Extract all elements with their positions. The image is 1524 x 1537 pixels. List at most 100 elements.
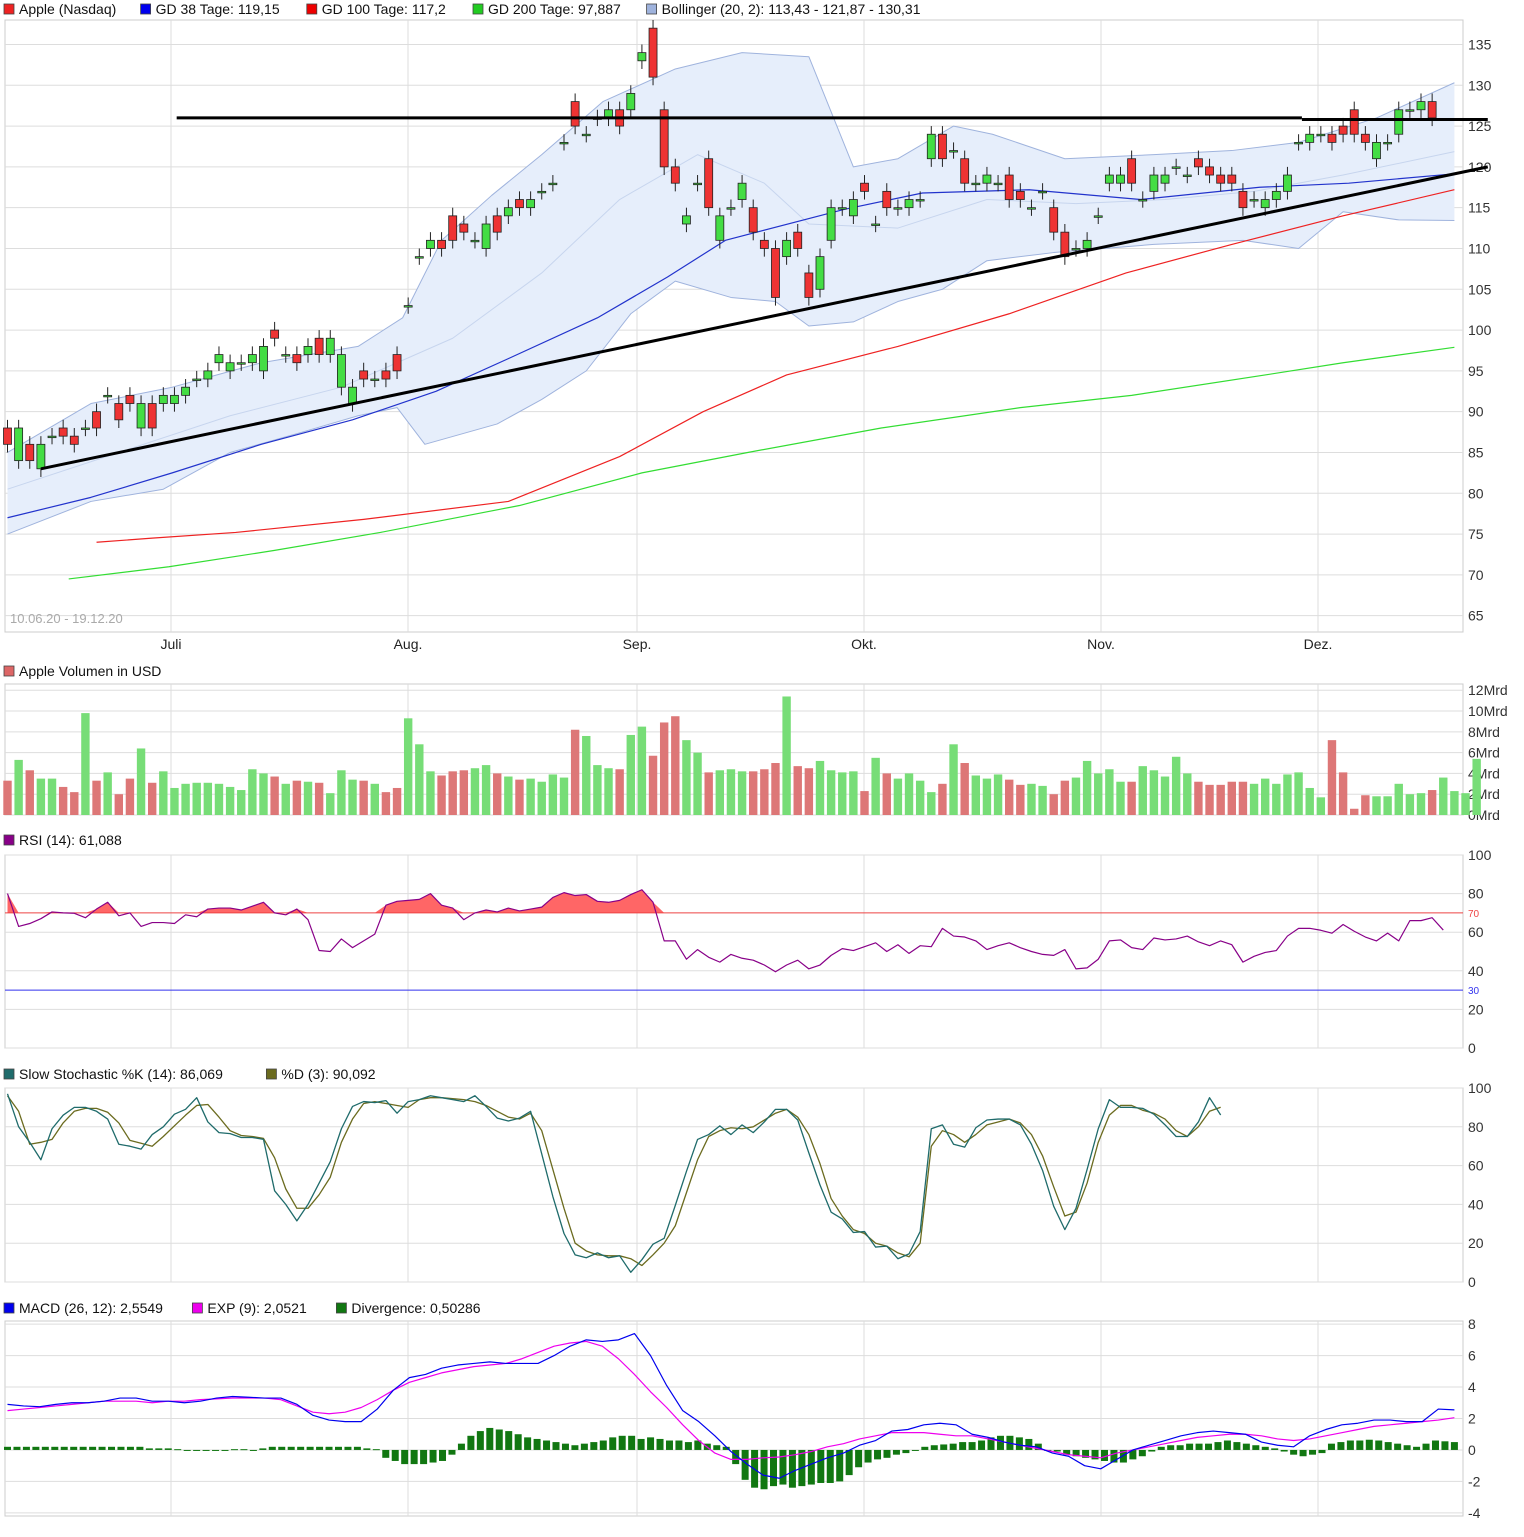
candle-body (314, 337, 324, 355)
volume-bar (904, 773, 914, 815)
candle-body (81, 427, 90, 430)
macd-divergence-bar (268, 1446, 276, 1450)
volume-bar (381, 792, 391, 815)
macd-divergence-bar (864, 1449, 872, 1463)
volume-bar (626, 734, 635, 815)
volume-bar (359, 780, 368, 815)
candle-body (192, 378, 202, 381)
candle-body (114, 403, 124, 421)
candle-body (170, 394, 179, 404)
macd-divergence-bar (476, 1431, 484, 1450)
candle-body (403, 305, 413, 308)
macd-divergence-bar (297, 1446, 305, 1450)
macd-legend-divergence: Divergence: 0,50286 (351, 1300, 480, 1316)
bollinger-upper-line (7, 52, 1455, 453)
macd-divergence-bar (439, 1449, 447, 1461)
candle-body (893, 207, 903, 210)
volume-bar (971, 775, 981, 815)
candle-body (960, 158, 970, 184)
volume-legend-swatch-volume (3, 665, 15, 677)
price-legend-swatch-sma38 (140, 3, 152, 15)
volume-bar (1171, 756, 1181, 815)
macd-legend-swatch-divergence (335, 1302, 347, 1314)
macd-divergence-bar (1422, 1443, 1430, 1450)
macd-divergence-bar (1309, 1449, 1317, 1455)
volume-bar (493, 773, 502, 815)
macd-divergence-bar (1205, 1443, 1213, 1450)
macd-divergence-bar (1119, 1449, 1127, 1463)
volume-bar (760, 769, 769, 815)
volume-bar (159, 771, 168, 815)
price-y-tick-label: 95 (1468, 363, 1484, 379)
macd-divergence-bar (1034, 1443, 1042, 1450)
sma38-line (7, 173, 1455, 519)
macd-divergence-bar (1299, 1449, 1307, 1457)
volume-bar (815, 760, 825, 815)
macd-divergence-bar (505, 1431, 513, 1450)
volume-bar (782, 696, 791, 815)
macd-divergence-bar (817, 1449, 825, 1483)
volume-bar (771, 763, 780, 815)
macd-divergence-bar (1072, 1449, 1080, 1457)
macd-divergence-bar (1384, 1442, 1392, 1450)
macd-divergence-bar (325, 1446, 333, 1450)
volume-bar (1194, 781, 1203, 815)
macd-divergence-bar (79, 1446, 87, 1450)
macd-divergence-bar (675, 1440, 683, 1450)
candle-body (3, 427, 12, 445)
macd-divergence-bar (571, 1445, 579, 1450)
candle-body (1038, 190, 1047, 194)
macd-divergence-bar (126, 1446, 134, 1450)
candle-body (938, 133, 947, 160)
volume-bar (526, 778, 535, 815)
macd-divergence-bar (353, 1446, 361, 1450)
macd-divergence-bar (1261, 1446, 1269, 1450)
macd-divergence-bar (259, 1448, 267, 1450)
volume-bar (659, 722, 669, 815)
volume-bar (804, 768, 814, 815)
bollinger-middle-line (7, 151, 1455, 490)
candle-body (58, 427, 68, 437)
candle-body (626, 93, 636, 111)
candle-body (1004, 174, 1014, 200)
macd-divergence-bar (1186, 1443, 1194, 1450)
candle-body (726, 207, 736, 210)
volume-bar (370, 783, 379, 815)
volume-bar (470, 768, 480, 815)
macd-divergence-bar (1063, 1449, 1071, 1455)
volume-bar (348, 779, 357, 815)
macd-divergence-bar (1280, 1449, 1288, 1452)
macd-divergence-bar (836, 1449, 844, 1482)
candle-body (1383, 141, 1393, 145)
macd-divergence-bar (968, 1442, 976, 1450)
bollinger-band-area (7, 52, 1455, 535)
macd-divergence-bar (618, 1435, 626, 1450)
candle-body (915, 199, 925, 202)
candle-body (1060, 231, 1070, 258)
macd-divergence-bar (760, 1449, 768, 1490)
candle-body (1049, 207, 1059, 233)
volume-bar (1249, 783, 1259, 815)
volume-bar (281, 783, 290, 815)
stoch-plot-area (4, 1087, 1464, 1283)
macd-divergence-bar (467, 1435, 475, 1450)
volume-bar (1160, 776, 1170, 815)
candle-body (336, 354, 346, 388)
volume-bar (826, 770, 836, 815)
macd-divergence-bar (457, 1443, 465, 1450)
macd-divergence-bar (647, 1437, 655, 1450)
price-legend-instrument: Apple (Nasdaq) (19, 1, 116, 17)
volume-bar (915, 780, 925, 815)
macd-divergence-bar (1327, 1443, 1335, 1450)
macd-divergence-bar (874, 1449, 882, 1460)
macd-divergence-bar (807, 1449, 815, 1485)
macd-divergence-bar (1356, 1440, 1364, 1450)
volume-bar (337, 770, 346, 815)
macd-divergence-bar (892, 1449, 900, 1455)
macd-divergence-bar (51, 1446, 59, 1450)
candle-body (448, 215, 458, 241)
price-y-tick-label: 120 (1468, 159, 1492, 175)
volume-bar (259, 773, 268, 815)
volume-bar (1094, 773, 1103, 815)
macd-divergence-bar (1252, 1445, 1260, 1450)
